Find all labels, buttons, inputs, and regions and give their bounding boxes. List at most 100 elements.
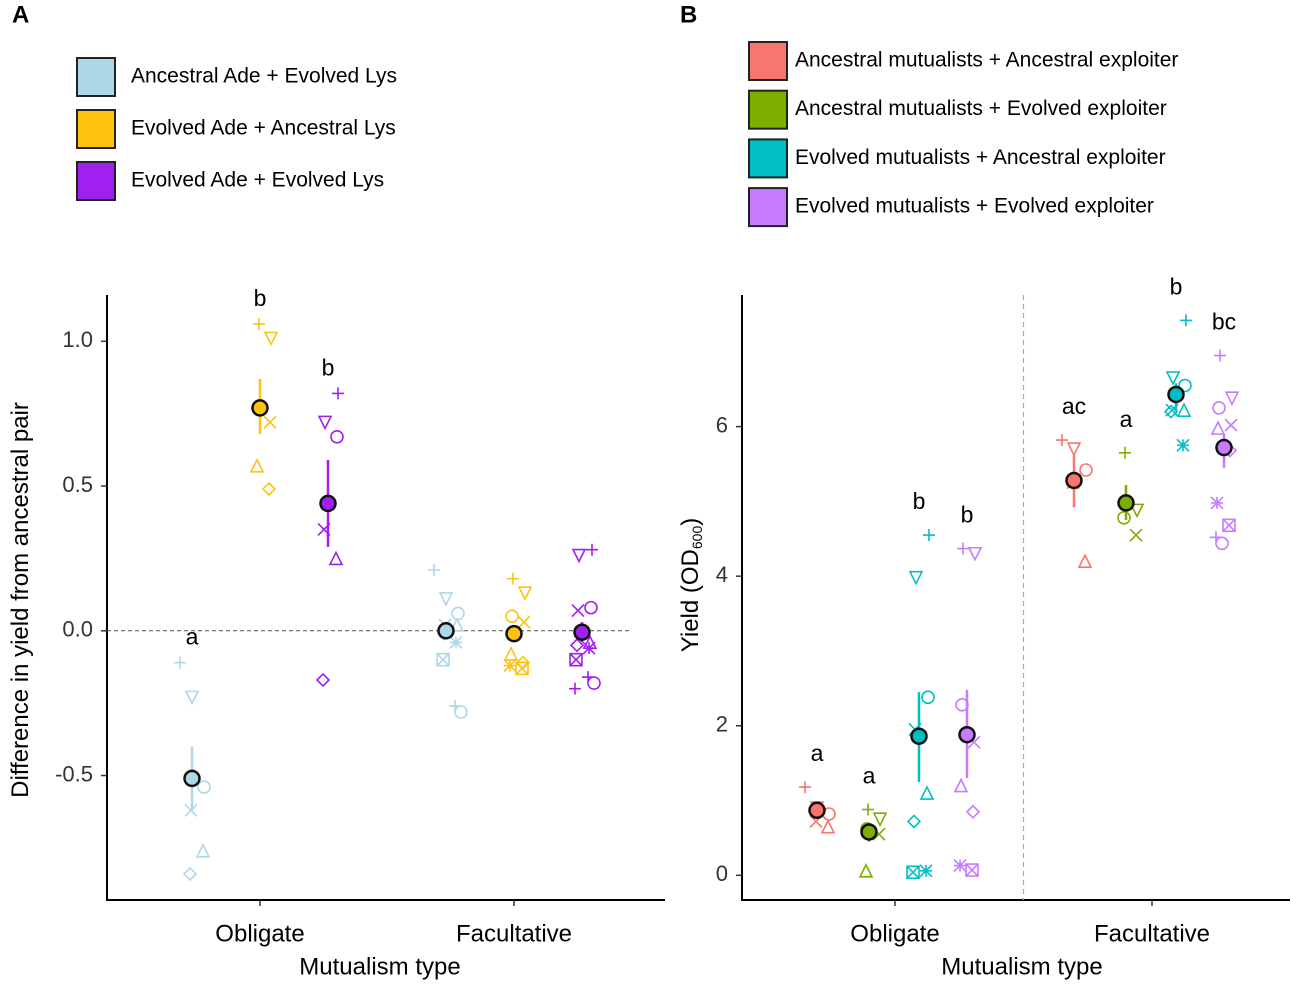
point [317, 415, 333, 431]
point [195, 843, 211, 858]
point [1222, 518, 1236, 533]
group-letter: b [1170, 274, 1183, 300]
point [505, 609, 519, 624]
point [253, 317, 265, 330]
point [1129, 528, 1143, 542]
point [1210, 531, 1229, 551]
point [503, 646, 519, 661]
group-letter: a [186, 624, 199, 650]
mean-point [808, 801, 826, 820]
point [1224, 418, 1238, 432]
legend-label: Evolved mutualists + Evolved exploiter [795, 195, 1154, 218]
point [428, 564, 440, 576]
point [906, 865, 920, 880]
point [1214, 349, 1226, 362]
point [1212, 401, 1226, 415]
point [330, 430, 344, 444]
legend-swatch [76, 109, 116, 149]
point [1180, 314, 1192, 327]
mean-point [505, 624, 523, 643]
point [953, 859, 967, 873]
x-tick-label: Obligate [850, 920, 939, 947]
legend-swatch [76, 57, 116, 97]
mean-point [1117, 494, 1135, 512]
point [957, 542, 969, 555]
point [584, 600, 598, 615]
group-letter: a [1120, 406, 1133, 432]
point [799, 781, 811, 794]
y-tick-label: -0.5 [55, 761, 93, 786]
x-axis-title: Mutualism type [941, 953, 1102, 980]
mean-point [958, 725, 976, 744]
y-axis-title-part: Yield (OD [677, 549, 704, 652]
y-tick-label: 0.5 [62, 472, 93, 497]
point [571, 603, 585, 618]
panel-label: A [12, 1, 29, 28]
group-letter: a [811, 740, 824, 766]
point [820, 818, 836, 834]
x-axis-title: Mutualism type [299, 953, 460, 980]
legend-label: Evolved Ade + Ancestral Lys [131, 117, 396, 140]
point [1079, 463, 1093, 477]
point [517, 615, 531, 629]
mean-point [183, 769, 201, 788]
group-letter: ac [1062, 393, 1086, 419]
y-tick-label: 0 [716, 861, 728, 886]
point [1178, 378, 1192, 393]
point [451, 606, 465, 621]
panel-label: B [680, 1, 697, 28]
point [919, 864, 933, 878]
point [1117, 511, 1131, 525]
group-letter: b [913, 488, 926, 514]
point [263, 415, 277, 429]
point [328, 550, 344, 566]
point [923, 529, 935, 542]
point [249, 458, 265, 473]
legend-label: Evolved Ade + Evolved Lys [131, 169, 384, 192]
point [921, 690, 935, 705]
mean-point [437, 622, 455, 640]
mean-point [573, 623, 591, 641]
point [1077, 553, 1093, 569]
y-tick-label: 0.0 [62, 617, 93, 642]
point [908, 570, 924, 586]
legend-label: Ancestral mutualists + Evolved exploiter [795, 97, 1167, 120]
point [1119, 446, 1131, 459]
point [515, 661, 529, 676]
point [449, 617, 465, 632]
legend-swatch [748, 187, 788, 228]
point [586, 543, 598, 556]
point [1129, 503, 1145, 519]
y-axis-title-part: Difference in yield from ancestral pair [7, 402, 34, 798]
point [182, 866, 198, 882]
point [582, 671, 601, 690]
y-tick-label: 2 [716, 712, 728, 737]
point [507, 572, 519, 585]
point [862, 803, 874, 816]
legend-label: Evolved mutualists + Ancestral exploiter [795, 146, 1166, 169]
point [571, 548, 587, 564]
point [965, 804, 981, 819]
point [872, 812, 888, 828]
point [436, 652, 450, 667]
point [919, 785, 935, 800]
point [858, 863, 874, 878]
legend-swatch [748, 138, 788, 179]
group-letter: bc [1212, 309, 1236, 335]
y-axis-title-part: ) [677, 518, 704, 526]
point [315, 672, 331, 688]
point [261, 481, 277, 497]
y-axis-title-part: 600 [689, 526, 705, 550]
y-tick-label: 6 [716, 412, 728, 437]
point [569, 652, 583, 667]
point [332, 387, 344, 400]
point [449, 700, 468, 719]
point [1176, 402, 1192, 417]
group-letter: b [322, 354, 335, 380]
mean-point [1065, 471, 1083, 490]
legend-label: Ancestral Ade + Evolved Lys [131, 65, 397, 88]
legend-swatch [76, 161, 116, 201]
x-tick-label: Obligate [215, 920, 304, 947]
point [1056, 434, 1068, 447]
legend-swatch [748, 41, 788, 81]
